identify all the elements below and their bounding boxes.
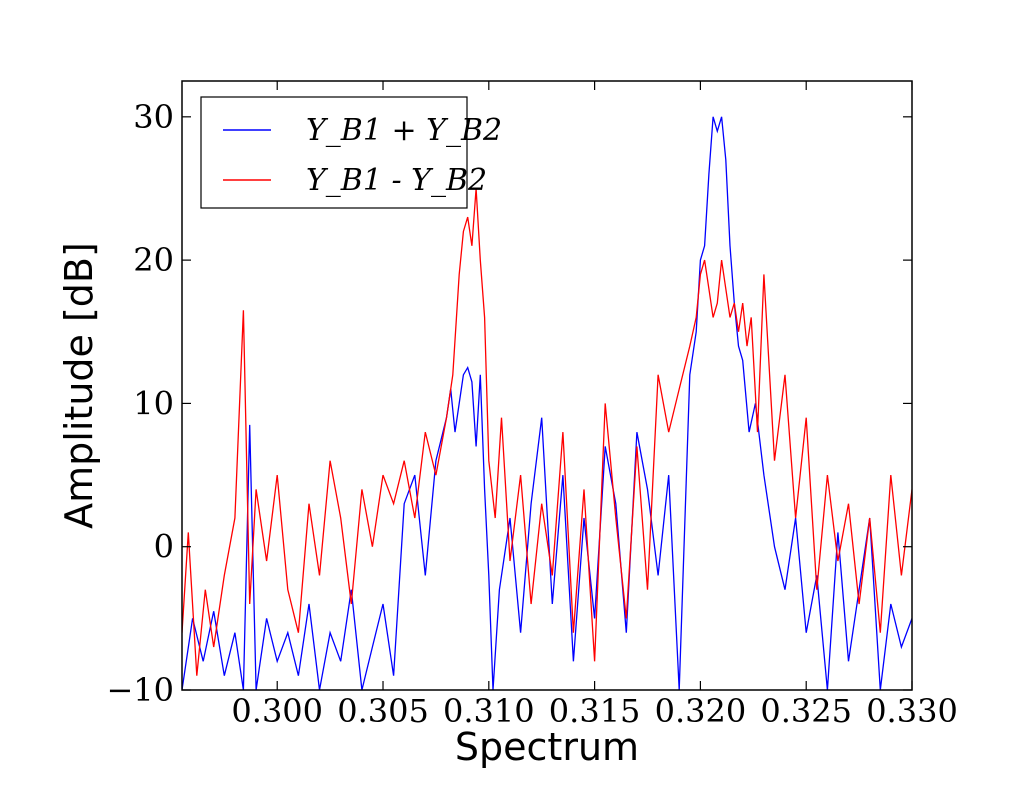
legend: Y_B1 + Y_B2 Y_B1 - Y_B2 <box>200 96 502 209</box>
axis-ticks <box>182 81 913 691</box>
legend-label-sum: Y_B1 + Y_B2 <box>306 113 502 148</box>
plot-area <box>182 116 912 690</box>
y-tick-label: 0 <box>154 528 174 566</box>
y-tick-label: 30 <box>133 98 174 136</box>
x-tick-label: 0.320 <box>655 692 747 730</box>
x-tick-label: 0.325 <box>760 692 852 730</box>
legend-label-difference: Y_B1 - Y_B2 <box>306 163 487 198</box>
x-tick-label: 0.330 <box>866 692 958 730</box>
series-line-difference <box>182 188 912 676</box>
y-tick-label: −10 <box>106 671 174 709</box>
series-line-sum <box>182 116 912 690</box>
x-tick-label: 0.310 <box>443 692 535 730</box>
plot-frame <box>181 80 913 691</box>
x-tick-label: 0.305 <box>337 692 429 730</box>
tick-labels: 0.300 0.305 0.310 0.315 0.320 0.325 0.330 −10 0 1… <box>106 98 957 730</box>
y-tick-label: 20 <box>133 241 174 279</box>
x-tick-label: 0.300 <box>231 692 323 730</box>
y-tick-label: 10 <box>133 384 174 422</box>
x-tick-label: 0.315 <box>549 692 641 730</box>
x-axis-label: Spectrum <box>455 725 639 769</box>
y-axis-label: Amplitude [dB] <box>57 242 101 529</box>
legend-box <box>200 96 468 209</box>
